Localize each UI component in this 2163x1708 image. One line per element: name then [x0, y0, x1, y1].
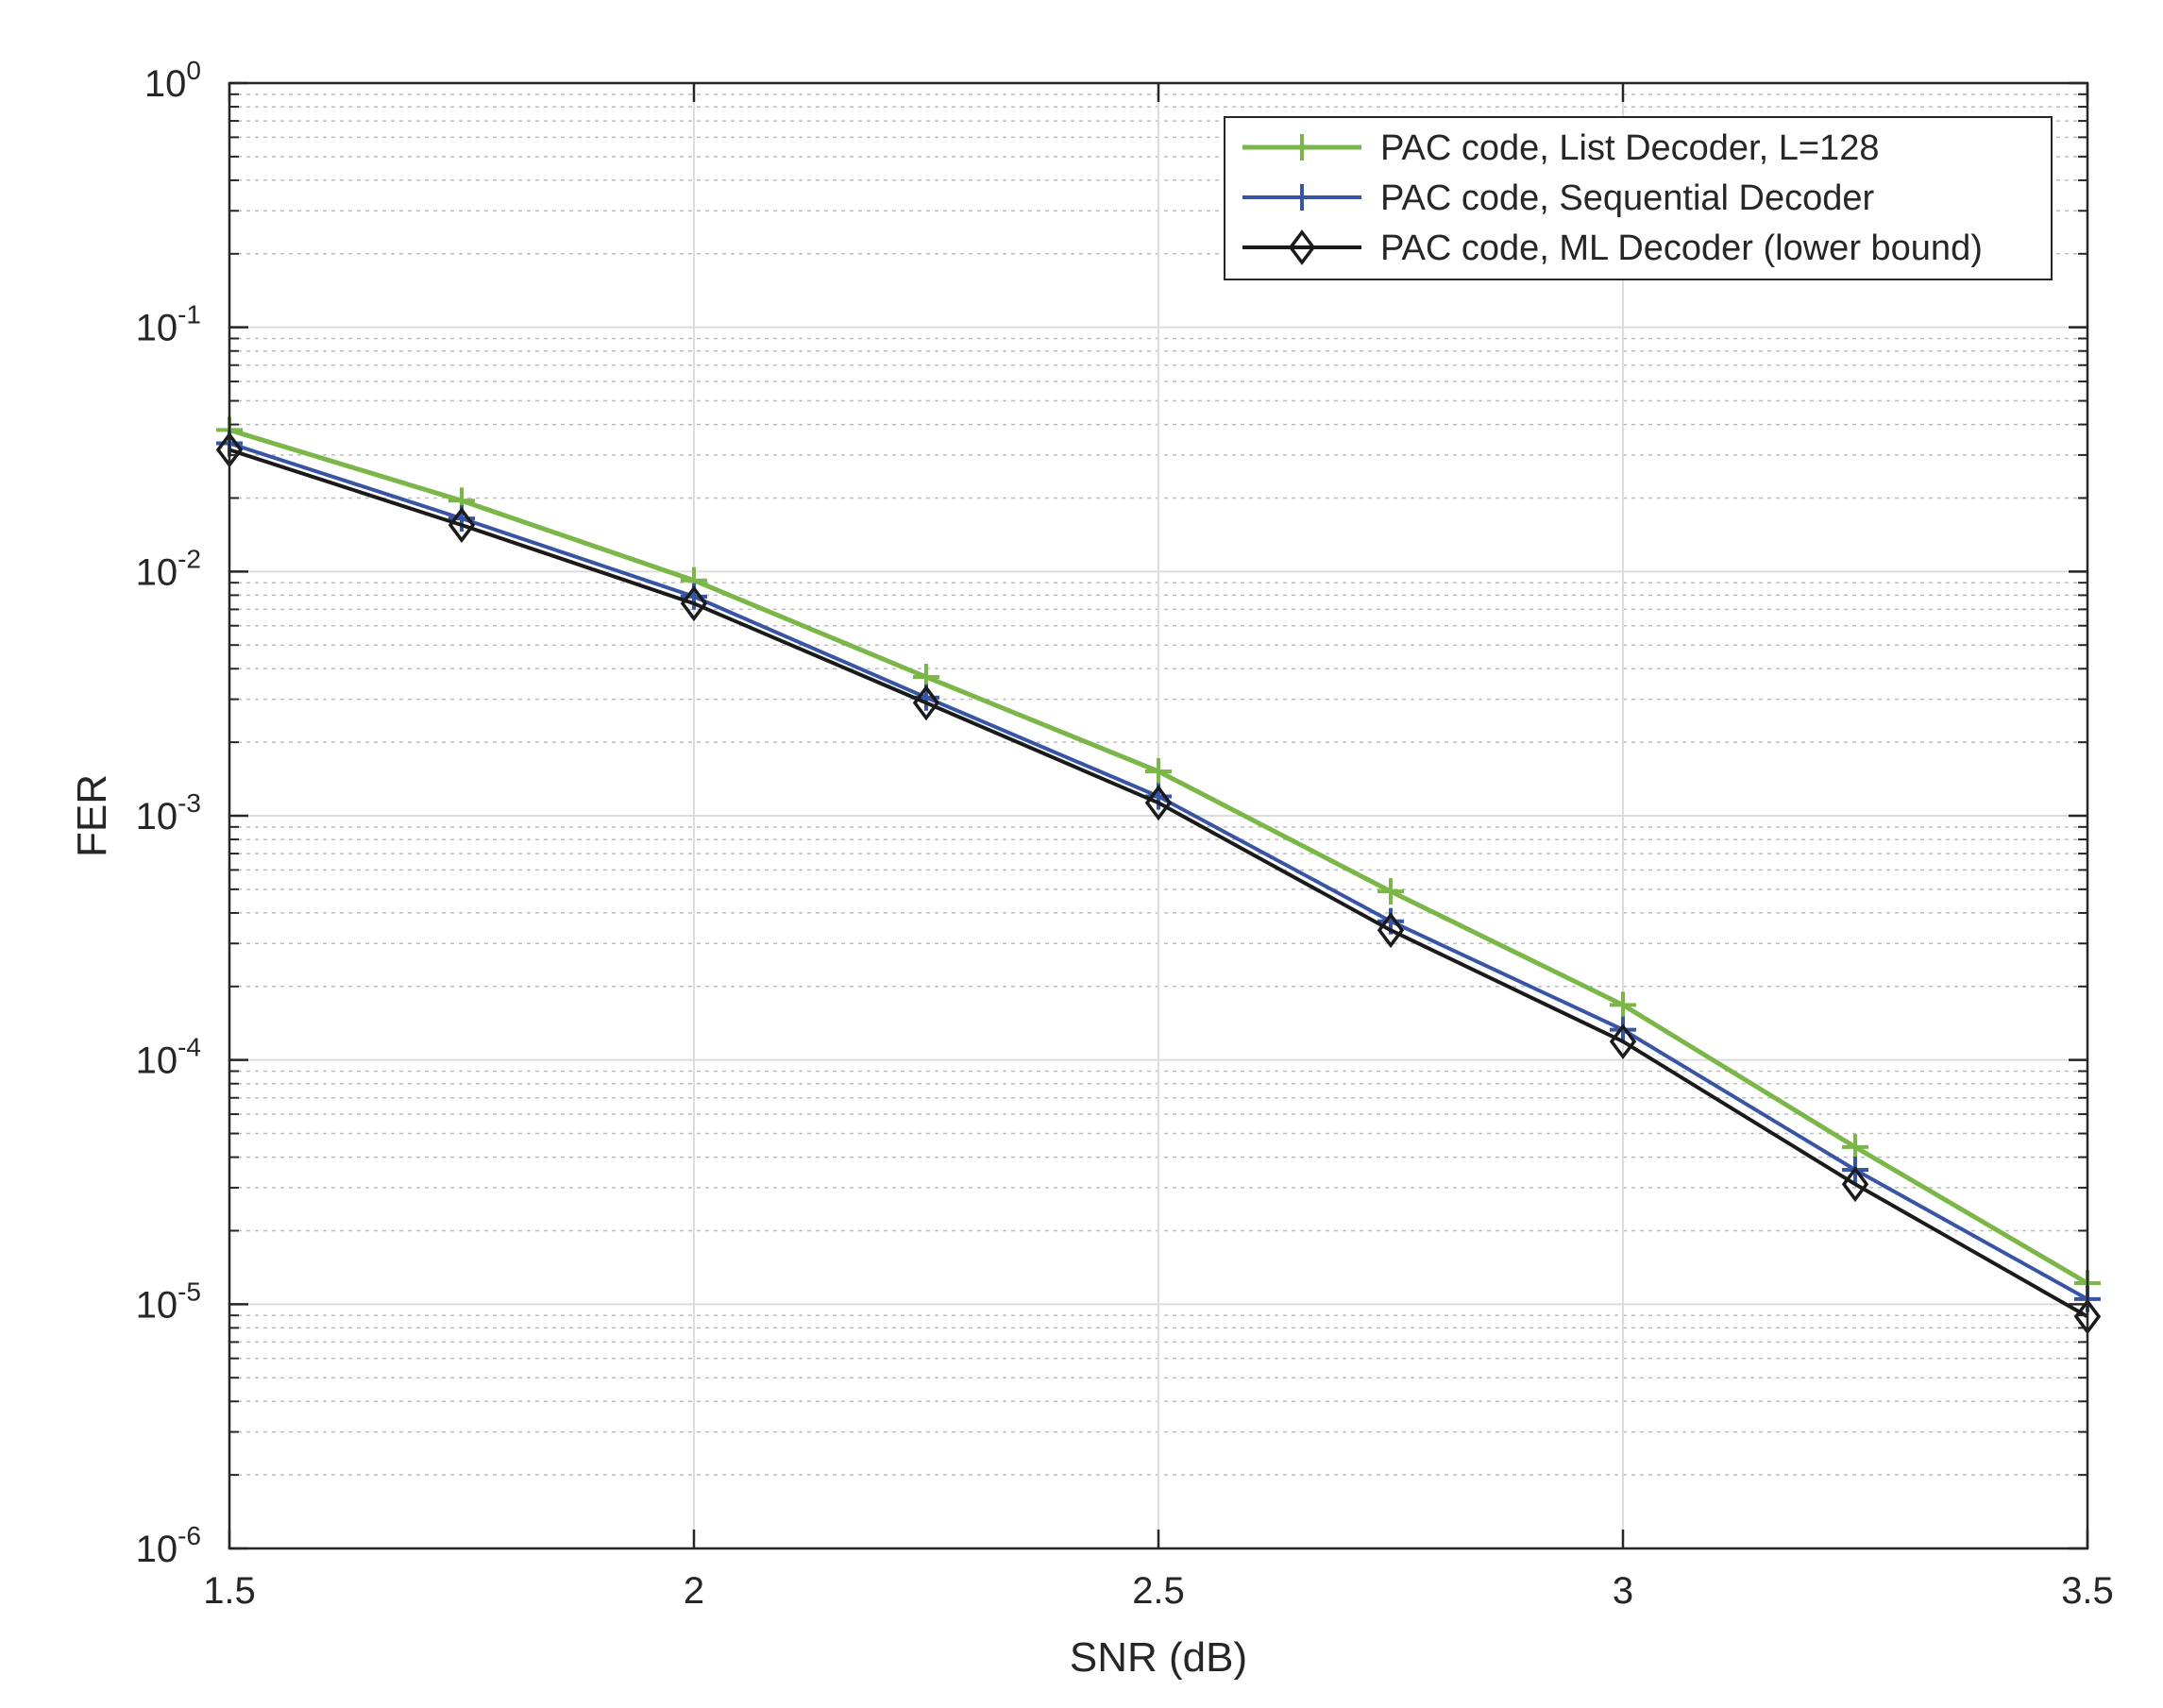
- y-axis-label: FER: [69, 774, 115, 857]
- plus-marker: [1289, 184, 1315, 211]
- legend-item: PAC code, Sequential Decoder: [1242, 178, 1875, 218]
- y-tick-label: 10-2: [136, 544, 201, 593]
- legend: PAC code, List Decoder, L=128 PAC code, S…: [1224, 116, 2053, 280]
- x-tick-label: 3.5: [2061, 1570, 2114, 1612]
- axis-ticks: [228, 81, 2089, 1550]
- y-tick-base: 10: [136, 1040, 178, 1082]
- diamond-marker: [1144, 785, 1173, 821]
- legend-item: PAC code, ML Decoder (lower bound): [1242, 228, 1983, 268]
- series-line: [228, 448, 2088, 1319]
- y-tick-label: 10-5: [136, 1277, 201, 1326]
- y-tick-label: 10-1: [136, 300, 201, 349]
- diamond-marker: [1377, 912, 1405, 949]
- legend-label: PAC code, ML Decoder (lower bound): [1380, 228, 1983, 268]
- y-tick-base: 10: [136, 796, 178, 837]
- y-tick-exponent: -4: [177, 1033, 201, 1062]
- x-axis-label: SNR (dB): [1070, 1634, 1247, 1681]
- y-tick-exponent: -1: [177, 300, 201, 330]
- plus-marker: [1289, 134, 1315, 161]
- y-tick-label: 10-6: [136, 1521, 201, 1570]
- series-3: [215, 431, 2102, 1335]
- diamond-marker: [1288, 229, 1316, 265]
- y-tick-label: 100: [144, 56, 201, 105]
- x-tick-labels: 1.5 2 2.5 3 3.5: [203, 1570, 2114, 1612]
- legend-box: [1224, 116, 2053, 280]
- x-tick-label: 1.5: [203, 1570, 256, 1612]
- y-tick-exponent: -2: [177, 544, 201, 573]
- y-tick-base: 10: [136, 308, 178, 349]
- diamond-marker: [1841, 1166, 1869, 1203]
- y-tick-base: 10: [136, 1529, 178, 1570]
- diamond-marker: [1609, 1023, 1637, 1060]
- plus-marker: [1377, 878, 1404, 905]
- plus-marker: [1842, 1133, 1868, 1160]
- y-tick-base: 10: [136, 1284, 178, 1326]
- y-tick-exponent: -5: [177, 1277, 201, 1306]
- legend-label: PAC code, Sequential Decoder: [1380, 178, 1875, 218]
- legend-label: PAC code, List Decoder, L=128: [1380, 128, 1879, 168]
- y-tick-base: 10: [136, 551, 178, 593]
- diamond-marker: [448, 507, 476, 544]
- diamond-marker: [912, 685, 940, 721]
- x-tick-label: 2.5: [1132, 1570, 1185, 1612]
- plus-marker: [1145, 757, 1172, 785]
- y-tick-label: 10-4: [136, 1033, 201, 1082]
- y-tick-label: 10-3: [136, 788, 201, 837]
- y-tick-exponent: -6: [177, 1521, 201, 1550]
- y-tick-exponent: 0: [186, 56, 201, 85]
- x-tick-label: 3: [1613, 1570, 1633, 1612]
- plus-marker: [1610, 1016, 1636, 1043]
- y-tick-base: 10: [144, 63, 187, 105]
- plus-marker: [1610, 991, 1636, 1019]
- diamond-marker: [680, 585, 708, 622]
- legend-item: PAC code, List Decoder, L=128: [1242, 128, 1879, 168]
- y-tick-exponent: -3: [177, 788, 201, 818]
- x-tick-label: 2: [684, 1570, 704, 1612]
